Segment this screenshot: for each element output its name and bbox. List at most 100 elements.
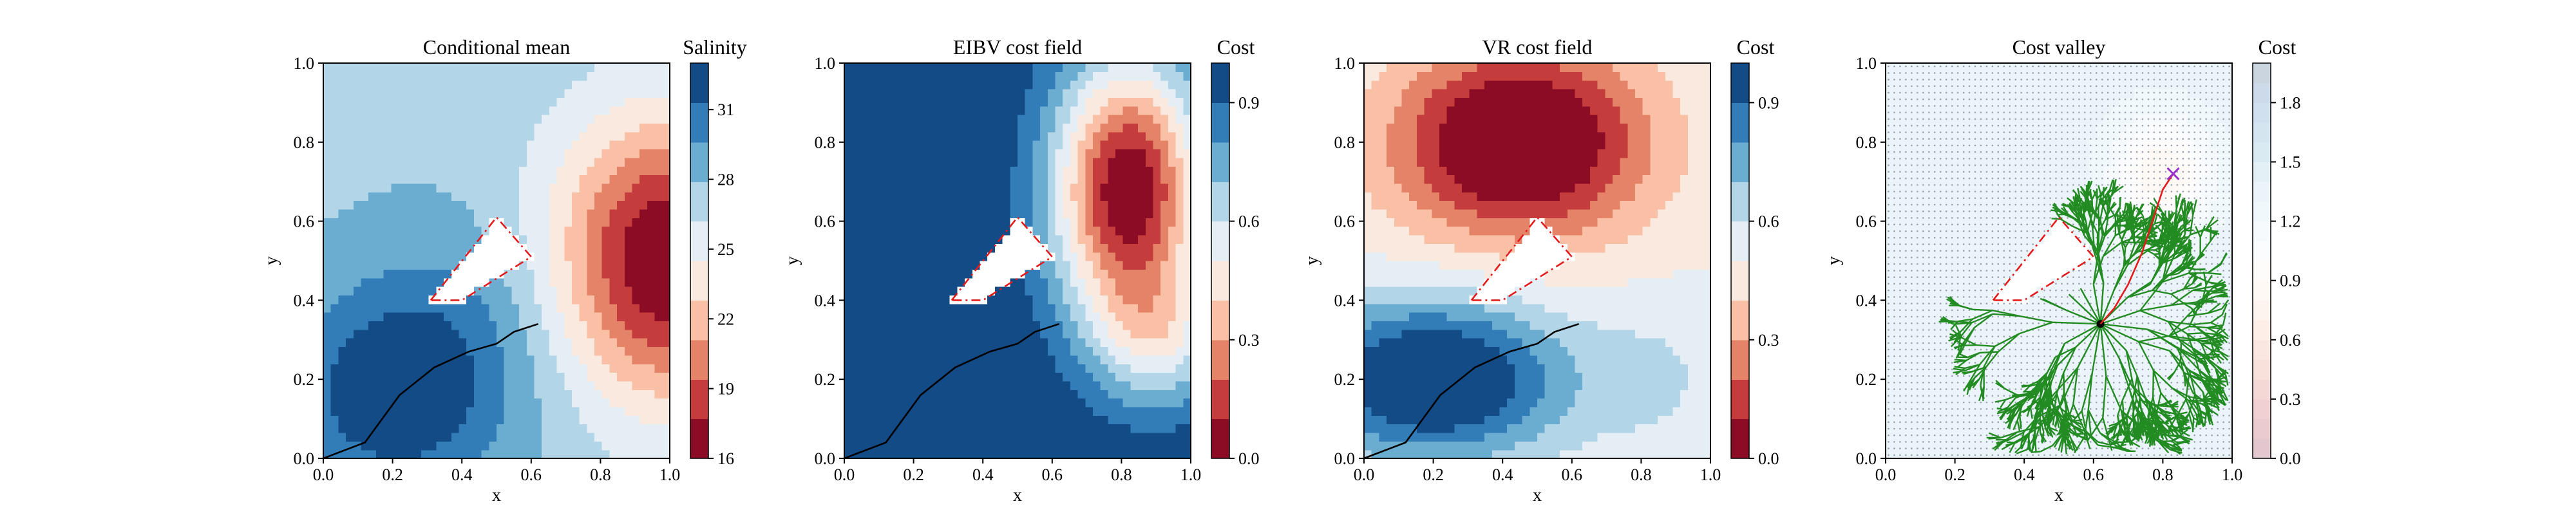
heatmap-cell — [639, 406, 648, 416]
heatmap-cell — [617, 355, 625, 364]
heatmap-cell — [466, 252, 475, 261]
heatmap-cell — [398, 174, 407, 184]
heatmap-cell — [662, 441, 670, 451]
heatmap-cell — [647, 432, 656, 442]
heatmap-cell — [1168, 209, 1177, 218]
heatmap-cell — [587, 106, 595, 115]
heatmap-cell — [851, 346, 860, 356]
heatmap-cell — [1432, 243, 1440, 253]
heatmap-cell — [436, 398, 444, 407]
heatmap-cell — [383, 321, 392, 330]
heatmap-cell — [1002, 209, 1010, 218]
heatmap-cell — [1108, 71, 1116, 81]
heatmap-cell — [617, 80, 625, 89]
heatmap-cell — [1439, 277, 1448, 287]
heatmap-cell — [927, 123, 935, 133]
heatmap-cell — [1032, 380, 1041, 390]
heatmap-cell — [323, 243, 332, 253]
heatmap-cell — [1439, 80, 1448, 89]
heatmap-cell — [1432, 71, 1440, 81]
heatmap-cell — [949, 372, 958, 382]
heatmap-cell — [1183, 209, 1191, 218]
heatmap-cell — [1454, 209, 1463, 218]
heatmap-cell — [587, 89, 595, 98]
heatmap-cell — [987, 321, 996, 330]
heatmap-cell — [980, 329, 988, 339]
heatmap-cell — [436, 192, 444, 201]
heatmap-cell — [882, 157, 890, 167]
heatmap-cell — [609, 380, 618, 390]
heatmap-cell — [428, 449, 437, 459]
heatmap-cell — [1168, 449, 1177, 459]
heatmap-cell — [1424, 441, 1432, 451]
heatmap-cell — [466, 432, 475, 442]
heatmap-cell — [1153, 252, 1161, 261]
heatmap-cell — [1040, 192, 1048, 201]
heatmap-cell — [1364, 106, 1372, 115]
heatmap-cell — [844, 389, 853, 399]
heatmap-cell — [1432, 295, 1440, 304]
heatmap-cell — [436, 243, 444, 253]
heatmap-cell — [1364, 234, 1372, 244]
heatmap-cell — [1160, 269, 1169, 279]
heatmap-cell — [1454, 449, 1463, 459]
heatmap-cell — [481, 183, 489, 192]
heatmap-cell — [1469, 424, 1478, 433]
heatmap-cell — [511, 131, 520, 141]
heatmap-cell — [1138, 389, 1146, 399]
heatmap-cell — [481, 441, 489, 451]
heatmap-cell — [338, 406, 346, 416]
heatmap-cell — [601, 321, 611, 330]
heatmap-cell — [481, 71, 489, 81]
heatmap-cell — [1130, 218, 1139, 227]
heatmap-cell — [1439, 441, 1448, 451]
heatmap-cell — [609, 252, 618, 261]
heatmap-cell — [1439, 424, 1448, 433]
heatmap-cell — [1063, 380, 1071, 390]
heatmap-cell — [1122, 200, 1132, 210]
heatmap-cell — [473, 80, 482, 89]
heatmap-cell — [844, 261, 853, 270]
colorbar-swatch — [690, 379, 708, 420]
heatmap-cell — [594, 380, 603, 390]
heatmap-cell — [413, 97, 422, 107]
heatmap-cell — [375, 432, 384, 442]
heatmap-cell — [609, 415, 618, 425]
heatmap-cell — [957, 380, 965, 390]
heatmap-cell — [406, 243, 414, 253]
heatmap-cell — [965, 312, 973, 322]
heatmap-cell — [624, 243, 633, 253]
heatmap-cell — [564, 389, 573, 399]
heatmap-cell — [639, 200, 648, 210]
heatmap-cell — [987, 398, 996, 407]
heatmap-cell — [1122, 166, 1132, 176]
heatmap-cell — [346, 295, 354, 304]
heatmap-cell — [859, 183, 867, 192]
heatmap-cell — [504, 432, 512, 442]
heatmap-cell — [1138, 63, 1146, 72]
heatmap-cell — [654, 123, 663, 133]
heatmap-cell — [466, 131, 475, 141]
heatmap-cell — [949, 226, 958, 236]
heatmap-cell — [1010, 123, 1018, 133]
heatmap-cell — [1040, 372, 1048, 382]
heatmap-cell — [436, 303, 444, 313]
heatmap-cell — [1401, 364, 1410, 373]
heatmap-cell — [375, 355, 384, 364]
heatmap-cell — [504, 449, 512, 459]
heatmap-cell — [1025, 71, 1033, 81]
heatmap-cell — [428, 71, 437, 81]
heatmap-cell — [511, 106, 520, 115]
heatmap-cell — [601, 277, 611, 287]
heatmap-cell — [323, 261, 332, 270]
heatmap-cell — [1439, 252, 1448, 261]
heatmap-cell — [1063, 174, 1071, 184]
colorbar-tick-label: 28 — [717, 171, 734, 189]
heatmap-cell — [889, 295, 898, 304]
heatmap-cell — [1025, 131, 1033, 141]
heatmap-cell — [1055, 449, 1063, 459]
heatmap-cell — [481, 97, 489, 107]
heatmap-cell — [489, 123, 497, 133]
heatmap-cell — [330, 174, 339, 184]
heatmap-cell — [406, 174, 414, 184]
